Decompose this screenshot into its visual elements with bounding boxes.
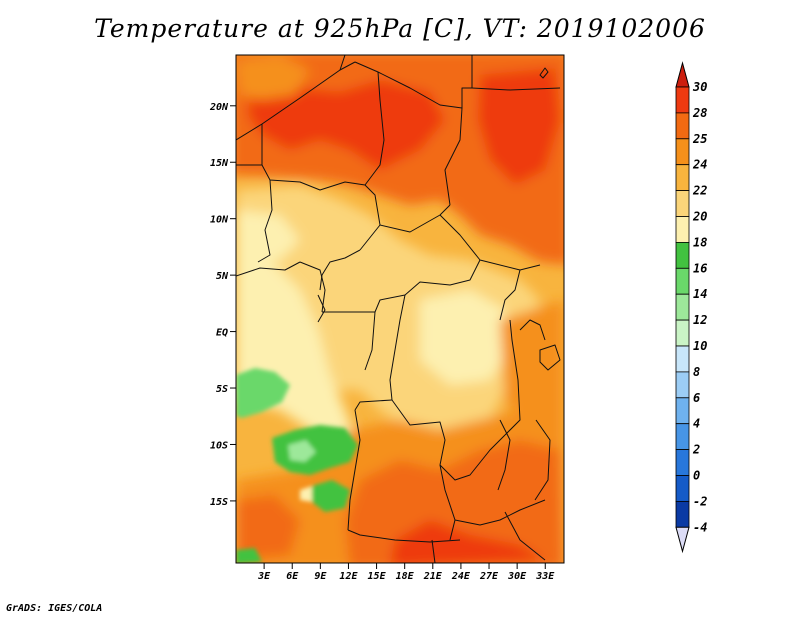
colorbar-label: 18 — [693, 235, 707, 249]
latitude-axis: 20N 15N 10N 5N EQ 5S 10S 15S — [209, 102, 236, 508]
field-northwest-24-25 — [236, 55, 310, 100]
lon-tick-label: 15E — [368, 571, 387, 582]
field-angola-highland-12-14 — [288, 440, 316, 462]
field-gulf-18-20 — [236, 210, 300, 262]
lon-tick-label: 24E — [451, 571, 471, 582]
chart-title: Temperature at 925hPa [C], VT: 201910200… — [94, 14, 706, 43]
colorbar-segment — [675, 241, 690, 269]
field-east-28-30 — [478, 68, 560, 185]
colorbar-under-triangle — [675, 526, 690, 554]
colorbar-segment — [675, 164, 690, 191]
field-basin-18-20 — [420, 290, 510, 385]
colorbar-label: 20 — [692, 210, 707, 224]
colorbar-segment — [675, 138, 690, 166]
colorbar-label: 22 — [692, 184, 707, 198]
colorbar-segment — [675, 216, 690, 243]
longitude-axis: 3E 6E 9E 12E 15E 18E 21E 24E 27E 30E 33E — [257, 563, 555, 582]
colorbar-over-triangle — [675, 61, 690, 88]
colorbar-label: -2 — [693, 494, 707, 508]
colorbar-label: 10 — [693, 339, 707, 353]
colorbar-label: 25 — [692, 132, 707, 146]
lon-tick-label: 33E — [535, 571, 555, 582]
colorbar-segment — [675, 423, 690, 451]
colorbar-label: 24 — [692, 158, 707, 172]
temperature-field — [236, 55, 564, 563]
colorbar-segment — [675, 112, 690, 140]
field-angola-south-18-20 — [300, 486, 312, 502]
colorbar-label: 14 — [693, 287, 707, 301]
colorbar-label: 0 — [693, 469, 700, 483]
lat-tick-label: 10S — [210, 440, 228, 451]
lon-tick-label: 6E — [286, 571, 299, 582]
colorbar-segment — [675, 449, 690, 476]
lon-tick-label: 21E — [423, 571, 443, 582]
colorbar-segment — [675, 371, 690, 399]
lat-tick-label: EQ — [216, 328, 228, 339]
colorbar-segment — [675, 345, 690, 373]
colorbar-label: 8 — [693, 365, 700, 379]
lat-tick-label: 5N — [216, 271, 229, 282]
field-namibia-16-18 — [236, 548, 262, 563]
field-north-28-30 — [248, 80, 445, 170]
colorbar-segment — [675, 86, 690, 114]
colorbar-label: 6 — [693, 391, 700, 405]
colorbar-segment — [675, 319, 690, 347]
colorbar-label: 16 — [693, 261, 707, 275]
field-east-24-25 — [500, 300, 564, 430]
colorbar-segment — [675, 293, 690, 321]
lat-tick-label: 15N — [210, 158, 229, 169]
colorbar-segment — [675, 267, 690, 295]
lon-tick-label: 18E — [396, 571, 415, 582]
colorbar-label: 2 — [692, 443, 700, 457]
field-angola-coast-14-16 — [236, 368, 290, 418]
lat-tick-label: 10N — [210, 215, 229, 226]
colorbar-segment — [675, 475, 690, 502]
colorbar-label: 12 — [693, 313, 707, 327]
colorbar-label: 28 — [692, 106, 707, 120]
lat-tick-label: 5S — [216, 384, 228, 395]
field-angola-south-16-18 — [312, 480, 350, 512]
colorbar-label: 4 — [693, 417, 700, 431]
lon-tick-label: 27E — [479, 571, 499, 582]
lon-tick-label: 30E — [507, 571, 527, 582]
lon-tick-label: 3E — [257, 571, 271, 582]
lon-tick-label: 12E — [339, 571, 358, 582]
colorbar-segment — [675, 500, 690, 528]
lat-tick-label: 20N — [209, 102, 229, 113]
colorbar-label: -4 — [693, 520, 707, 534]
colorbar-segment — [675, 397, 690, 425]
colorbar-label: 30 — [692, 80, 707, 94]
credit-text: GrADS: IGES/COLA — [6, 603, 103, 614]
field-angola-highland-16-18 — [272, 425, 358, 475]
country-borders — [236, 55, 561, 563]
plot-frame — [235, 54, 565, 564]
colorbar-segment — [675, 190, 690, 217]
field-southwest-24-25 — [236, 495, 300, 560]
lat-tick-label: 15S — [210, 497, 228, 508]
lon-tick-label: 9E — [314, 571, 327, 582]
field-south-25-28 — [345, 440, 564, 563]
field-south-28-30 — [390, 520, 545, 563]
